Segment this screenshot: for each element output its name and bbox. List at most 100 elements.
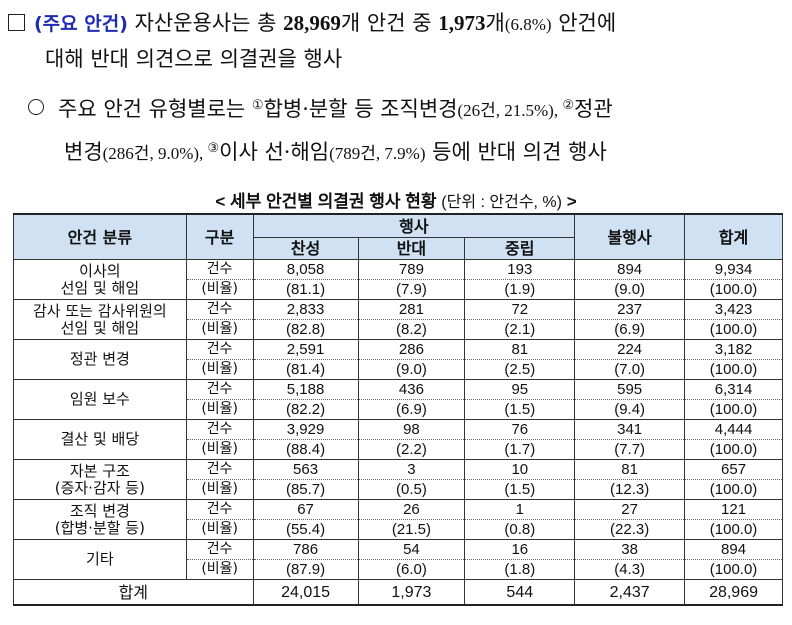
ratio-value: (7.9)	[357, 279, 466, 300]
ratio-label: (비율)	[185, 519, 254, 540]
summary-text-1: 자산운용사는 총	[127, 11, 284, 35]
count-value: 563	[252, 459, 359, 480]
bullet-circle-icon	[28, 99, 44, 115]
count-label: 건수	[185, 499, 254, 520]
ratio-value: (82.8)	[252, 319, 359, 340]
ratio-value: (100.0)	[684, 559, 783, 580]
ratio-value: (1.5)	[464, 479, 576, 500]
table-row: 임원 보수 건수 5,188 436 95 595 6,314	[13, 379, 783, 420]
detail-item-2: 정관	[574, 97, 613, 121]
ratio-value: (8.2)	[357, 319, 466, 340]
ratio-value: (2.1)	[464, 319, 576, 340]
ratio-value: (6.9)	[574, 319, 686, 340]
ratio-value: (87.9)	[252, 559, 359, 580]
count-value: 9,934	[684, 259, 783, 280]
category-line-1: 결산 및 배당	[60, 430, 140, 448]
category-line-1: 정관 변경	[69, 350, 130, 368]
ratio-value: (6.9)	[357, 399, 466, 420]
count-value: 4,444	[684, 419, 783, 440]
detail-paragraph: 주요 안건 유형별로는 ①합병·분할 등 조직변경(26건, 21.5%), ②…	[28, 86, 788, 172]
ratio-value: (22.3)	[574, 519, 686, 540]
count-value: 38	[574, 539, 686, 560]
category-cell: 조직 변경 (합병·분할 등)	[13, 499, 187, 540]
summary-line-2: 대해 반대 의견으로 의결권을 행사	[45, 47, 343, 71]
detail-num-2: ②	[562, 97, 574, 112]
detail-item-1-value: (26건, 21.5%)	[457, 101, 554, 120]
count-value: 2,833	[252, 299, 359, 320]
count-value: 193	[464, 259, 576, 280]
count-label: 건수	[185, 539, 254, 560]
ratio-value: (55.4)	[252, 519, 359, 540]
detail-num-1: ①	[251, 97, 264, 112]
summary-line-1: (주요 안건) 자산운용사는 총 28,969개 안건 중 1,973개(6.8…	[8, 6, 788, 42]
ratio-label: (비율)	[185, 319, 254, 340]
ratio-value: (81.1)	[252, 279, 359, 300]
ratio-value: (2.2)	[357, 439, 466, 460]
table-title: < 세부 안건별 의결권 행사 현황	[215, 192, 437, 211]
total-value: 2,437	[574, 579, 686, 606]
table-unit: (단위 : 안건수, %)	[441, 194, 562, 211]
summary-text-3: 개	[485, 11, 505, 35]
category-line-1: 이사의	[79, 261, 121, 280]
count-value: 95	[464, 379, 576, 400]
total-label: 합계	[13, 579, 254, 606]
count-label: 건수	[185, 259, 254, 280]
category-cell: 임원 보수	[13, 379, 187, 420]
count-value: 72	[464, 299, 576, 320]
count-value: 3	[357, 459, 466, 480]
table-row: (비율) (88.4) (2.2) (1.7) (7.7) (100.0)	[14, 439, 783, 460]
ratio-value: (0.5)	[357, 479, 466, 500]
header-neutral: 중립	[464, 237, 576, 260]
detail-text-1: 주요 안건 유형별로는	[58, 97, 252, 121]
ratio-value: (12.3)	[574, 479, 686, 500]
ratio-label: (비율)	[185, 359, 254, 380]
detail-item-3: 이사 선·해임	[219, 140, 330, 164]
summary-total-items: 28,969	[283, 11, 341, 35]
count-value: 54	[357, 539, 466, 560]
table-row: 자본 구조 (증자·감자 등) 건수 563 3 10 81 657	[13, 459, 783, 500]
total-value: 544	[464, 579, 576, 606]
ratio-value: (85.7)	[252, 479, 359, 500]
count-value: 1	[464, 499, 576, 520]
table-row: (비율) (87.9) (6.0) (1.8) (4.3) (100.0)	[14, 559, 783, 580]
category-cell: 이사의 선임 및 해임	[13, 259, 187, 300]
count-value: 786	[252, 539, 359, 560]
detail-line-2: 변경(286건, 9.0%), ③이사 선·해임(789건, 7.9%) 등에 …	[28, 129, 788, 172]
detail-num-3: ③	[207, 140, 220, 155]
ratio-label: (비율)	[185, 559, 254, 580]
voting-table: 안건 분류 구분 행사 불행사 합계 찬성 반대 중립 이사의 선임 및 해임 건수…	[13, 213, 783, 606]
detail-separator-1: ,	[553, 101, 563, 120]
table-row: 정관 변경 건수 2,591 286 81 224 3,182	[13, 339, 783, 380]
count-value: 224	[574, 339, 686, 360]
ratio-value: (100.0)	[684, 399, 783, 420]
ratio-value: (21.5)	[357, 519, 466, 540]
category-line-2: 선임 및 해임	[60, 278, 140, 297]
count-value: 26	[357, 499, 466, 520]
count-label: 건수	[185, 419, 254, 440]
checkbox-square-icon	[8, 14, 25, 31]
ratio-value: (6.0)	[357, 559, 466, 580]
ratio-label: (비율)	[185, 279, 254, 300]
count-value: 237	[574, 299, 686, 320]
table-row: 감사 또는 감사위원의 선임 및 해임 건수 2,833 281 72 237 3,423	[13, 299, 783, 340]
ratio-value: (1.9)	[464, 279, 576, 300]
category-line-1: 자본 구조	[69, 461, 130, 480]
count-value: 595	[574, 379, 686, 400]
table-title-end: >	[566, 192, 577, 211]
category-line-1: 조직 변경	[69, 501, 130, 520]
header-category: 안건 분류	[13, 213, 187, 260]
count-value: 16	[464, 539, 576, 560]
ratio-value: (100.0)	[684, 519, 783, 540]
table-row: (비율) (82.8) (8.2) (2.1) (6.9) (100.0)	[14, 319, 783, 340]
ratio-value: (88.4)	[252, 439, 359, 460]
count-value: 6,314	[684, 379, 783, 400]
category-line-1: 감사 또는 감사위원의	[32, 301, 167, 320]
count-value: 76	[464, 419, 576, 440]
category-cell: 정관 변경	[13, 339, 187, 380]
category-cell: 자본 구조 (증자·감자 등)	[13, 459, 187, 500]
total-row: 합계 24,015 1,973 544 2,437 28,969	[13, 579, 783, 606]
ratio-value: (7.7)	[574, 439, 686, 460]
ratio-value: (9.4)	[574, 399, 686, 420]
count-value: 98	[357, 419, 466, 440]
count-value: 286	[357, 339, 466, 360]
